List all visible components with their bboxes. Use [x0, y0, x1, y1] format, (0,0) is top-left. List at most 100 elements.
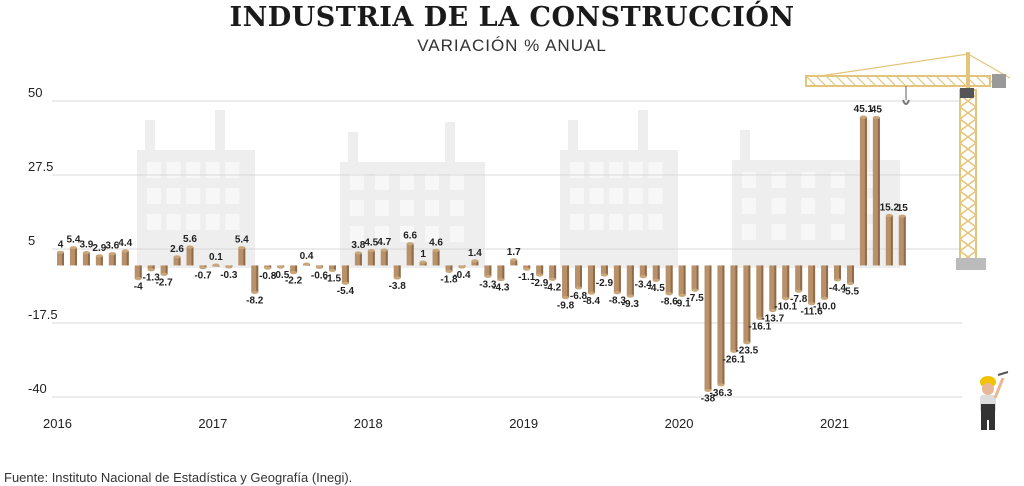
bar: [704, 265, 712, 391]
bar-shade: [191, 247, 194, 266]
data-label: -1.5: [324, 273, 342, 284]
data-label: -2.9: [531, 278, 549, 289]
bar-cap: [57, 250, 64, 254]
bar-cap: [458, 265, 466, 269]
bar-shade: [839, 265, 841, 280]
bar-shade: [489, 265, 492, 277]
bar: [445, 265, 453, 272]
data-label: 0.1: [209, 252, 223, 263]
data-label: -2.9: [596, 278, 614, 289]
bar-shade: [450, 265, 453, 272]
bar-shade: [333, 265, 336, 271]
bar-cap: [316, 265, 323, 270]
bar: [108, 253, 116, 266]
data-label: 3.8: [351, 240, 365, 251]
data-label: 3.9: [79, 240, 93, 251]
bar-shade: [295, 265, 298, 273]
bar: [82, 252, 90, 266]
bar-shade: [787, 265, 790, 299]
bar-shade: [826, 265, 829, 299]
data-label: -10.0: [813, 301, 836, 312]
y-tick-label: 50: [28, 85, 42, 100]
data-label: 3.6: [105, 241, 119, 252]
data-label: -0.8: [259, 271, 277, 282]
bar-cap: [898, 214, 906, 218]
bar-cap: [134, 277, 142, 281]
x-tick-label: 2020: [665, 416, 694, 431]
bar-cap: [212, 263, 220, 267]
bar: [367, 250, 375, 266]
bar-cap: [769, 308, 777, 313]
bar: [898, 216, 906, 266]
data-label: 5.4: [66, 235, 80, 246]
bar-cap: [626, 294, 634, 298]
bar-cap: [743, 341, 751, 345]
bar-cap: [704, 388, 712, 393]
bar: [160, 265, 168, 275]
bar-shade: [541, 265, 544, 275]
bar: [341, 265, 349, 284]
bar-shade: [735, 265, 738, 352]
data-label: -9.8: [557, 301, 575, 312]
data-label: 15.2: [880, 202, 900, 213]
data-label: 4.6: [429, 237, 443, 248]
bar: [691, 265, 699, 291]
x-tick-label: 2017: [198, 416, 227, 431]
bar-cap: [277, 265, 285, 269]
bar: [484, 265, 492, 277]
bar: [808, 265, 816, 304]
bar-cap: [225, 265, 233, 269]
bar-cap: [859, 115, 867, 119]
data-label: 1.7: [507, 247, 521, 258]
bar: [795, 265, 803, 292]
bar-cap: [795, 289, 803, 293]
data-label: 45: [871, 104, 883, 115]
bar-cap: [251, 290, 259, 295]
source-note: Fuente: Instituto Nacional de Estadístic…: [4, 470, 353, 485]
data-label: -9.3: [622, 299, 640, 310]
data-label: -3.4: [635, 280, 653, 291]
tower-crane-icon: [805, 52, 1011, 270]
bar-cap: [523, 267, 531, 271]
bar-shade: [605, 265, 608, 275]
bar-shade: [372, 250, 375, 266]
chart-title: INDUSTRIA DE LA CONSTRUCCIÓN: [229, 2, 795, 33]
bar-series: [57, 115, 906, 393]
bar-shade: [424, 262, 427, 266]
data-label: -4: [134, 282, 143, 293]
bar-cap: [160, 272, 168, 276]
data-label: -0.3: [220, 270, 238, 281]
bar: [419, 262, 427, 266]
bar-cap: [69, 246, 77, 250]
bar: [380, 249, 388, 266]
bar: [678, 265, 686, 296]
bar: [846, 265, 854, 284]
data-label: -38: [701, 393, 716, 404]
bar-shade: [903, 216, 906, 266]
data-label: 5.6: [183, 234, 197, 245]
bar-cap: [846, 281, 854, 286]
bar: [69, 247, 77, 266]
bar: [523, 265, 531, 270]
bar-shade: [722, 265, 725, 385]
bar-cap: [147, 268, 155, 272]
bar: [756, 265, 764, 319]
bar-cap: [419, 260, 427, 264]
data-label: -7.5: [686, 293, 704, 304]
data-label: -4.5: [648, 283, 666, 294]
bar-shade: [62, 252, 64, 266]
bar-shade: [580, 265, 582, 288]
bar-shade: [683, 265, 686, 296]
bar-cap: [303, 262, 311, 266]
data-label: 2.6: [170, 244, 184, 255]
bar-shade: [631, 265, 634, 297]
bar-cap: [341, 281, 349, 285]
y-tick-label: -40: [28, 381, 47, 396]
bar-shade: [877, 117, 880, 266]
bar-cap: [290, 271, 298, 275]
bar-cap: [432, 248, 440, 252]
bar-shade: [800, 265, 803, 292]
bar: [834, 265, 841, 280]
bar-cap: [406, 242, 414, 246]
y-tick-label: -17.5: [28, 307, 58, 322]
